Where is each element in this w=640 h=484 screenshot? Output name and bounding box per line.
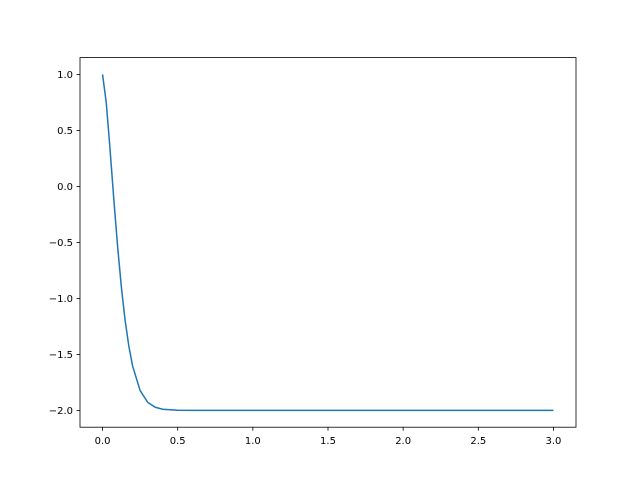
y-tick-label: −2.0 <box>49 406 73 417</box>
x-tick-label: 0.5 <box>170 436 186 447</box>
x-tick-label: 3.0 <box>546 436 562 447</box>
y-tick-label: −1.5 <box>49 350 73 361</box>
x-tick-label: 2.0 <box>395 436 411 447</box>
x-tick-label: 1.0 <box>245 436 261 447</box>
y-tick-label: 1.0 <box>57 70 73 81</box>
x-tick-label: 2.5 <box>470 436 486 447</box>
x-tick-label: 0.0 <box>95 436 111 447</box>
y-tick-label: 0.0 <box>57 182 73 193</box>
x-tick-label: 1.5 <box>320 436 336 447</box>
series-line-0 <box>101 74 554 412</box>
y-tick-label: −0.5 <box>49 238 73 249</box>
y-tick-label: 0.5 <box>57 126 73 137</box>
axes-frame <box>79 57 577 428</box>
plot-area <box>80 57 576 428</box>
y-tick-label: −1.0 <box>49 294 73 305</box>
